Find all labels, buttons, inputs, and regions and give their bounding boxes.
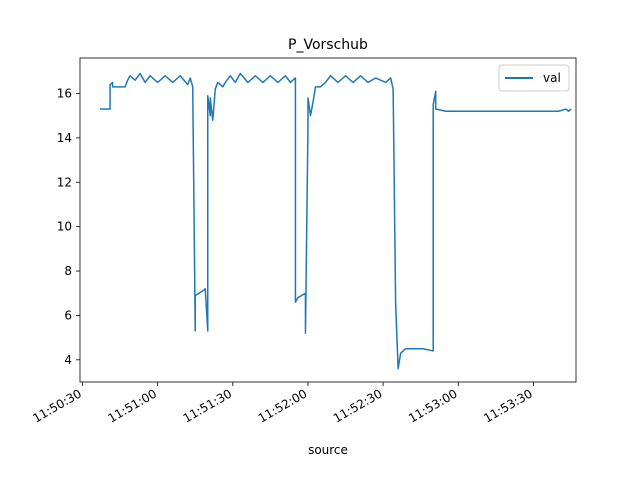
y-tick-label: 12 [57,175,72,189]
series-line-val [100,72,572,370]
y-tick-label: 14 [57,131,72,145]
y-tick-label: 16 [57,87,72,101]
legend: val [498,64,570,92]
legend-box [498,64,570,92]
plot-frame [79,57,577,383]
y-tick-label: 6 [64,308,72,322]
x-axis-label: source [308,443,348,457]
y-tick-label: 8 [64,264,72,278]
legend-label-val: val [543,71,561,85]
y-tick-label: 4 [64,353,72,367]
plot-area [100,72,572,370]
chart-title: P_Vorschub [288,37,368,53]
y-tick-label: 10 [57,220,72,234]
